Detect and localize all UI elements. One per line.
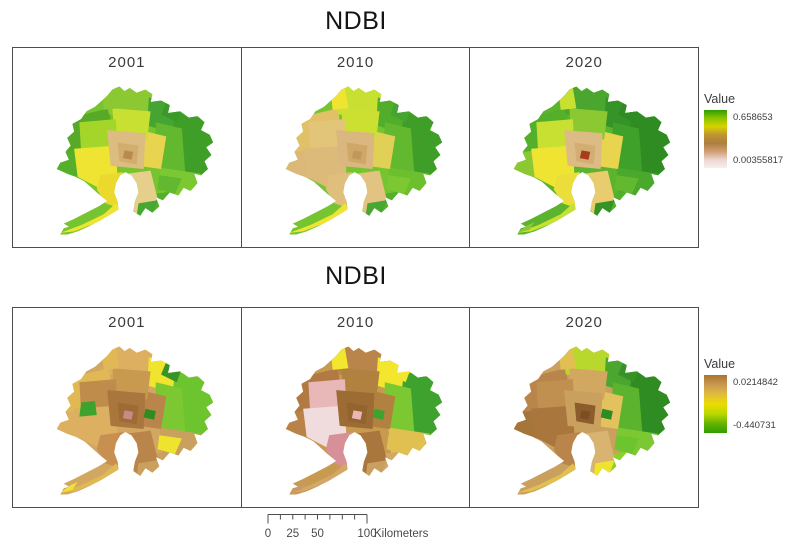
map-region — [325, 172, 352, 208]
year-label: 2020 — [565, 314, 603, 331]
scalebar-tick-label: 0 — [264, 528, 272, 540]
year-label: 2010 — [336, 54, 375, 71]
map-region — [79, 119, 118, 152]
map-panel: 2010 — [242, 308, 471, 507]
map-region — [536, 379, 575, 412]
map-region — [307, 379, 347, 412]
choropleth-map — [56, 86, 214, 235]
scalebar-labels: Kilometers 0 25 50 100 — [260, 528, 480, 544]
map-region — [96, 432, 123, 468]
map-region — [351, 150, 362, 160]
map-region — [367, 389, 395, 429]
year-label: 2001 — [108, 54, 146, 71]
map-region — [138, 129, 167, 169]
choropleth-map — [514, 346, 671, 495]
legend-body: 0.0214842 -0.440731 — [704, 375, 794, 433]
map-region — [157, 435, 182, 454]
year-label: 2010 — [336, 314, 375, 331]
map-row-top: 2001 2010 2020 — [12, 47, 699, 248]
map-region — [580, 410, 591, 420]
choropleth-map — [514, 86, 671, 235]
map-region — [122, 150, 134, 160]
map-region — [138, 389, 167, 429]
scalebar-tick-label: 25 — [286, 528, 300, 540]
map-region — [96, 172, 123, 208]
legend-max-value: 0.0214842 — [733, 377, 778, 388]
legend-min-value: 0.00355817 — [733, 155, 784, 166]
map-region — [554, 172, 581, 208]
legend: Value 0.658653 0.00355817 — [704, 92, 794, 168]
map-panel: 2001 — [13, 308, 242, 507]
choropleth-map — [285, 346, 442, 495]
legend-max-value: 0.658653 — [733, 112, 773, 123]
map-panel: 2010 — [242, 48, 471, 247]
map-region — [614, 175, 640, 194]
map-region — [288, 203, 350, 233]
map-region — [122, 410, 134, 420]
map-region — [288, 463, 350, 493]
legend-title: Value — [704, 92, 736, 106]
scalebar-unit: Kilometers — [374, 528, 429, 540]
legend-gradient — [704, 375, 727, 433]
map-region — [614, 435, 640, 454]
map-region — [517, 463, 579, 493]
map-row-bottom: 2001 2010 2020 — [12, 307, 699, 508]
map-region — [288, 481, 307, 493]
scalebar-ticks — [267, 514, 368, 524]
map-panel: 2020 — [470, 308, 698, 507]
map-region — [372, 408, 385, 420]
map-region — [600, 408, 614, 420]
map-region — [60, 203, 122, 233]
map-region — [367, 129, 395, 169]
legend-body: 0.658653 0.00355817 — [704, 110, 794, 168]
legend-min-value: -0.440731 — [733, 420, 776, 431]
map-region — [157, 175, 182, 194]
map-region — [351, 410, 362, 420]
legend: Value 0.0214842 -0.440731 — [704, 357, 794, 433]
figure-title: NDBI — [325, 7, 387, 35]
map-region — [554, 432, 581, 468]
map-region — [79, 400, 97, 417]
map-region — [517, 221, 535, 233]
year-label: 2020 — [565, 54, 603, 71]
map-region — [517, 203, 579, 233]
choropleth-map — [285, 86, 442, 235]
map-region — [307, 119, 347, 152]
map-region — [386, 435, 411, 454]
figure-title: NDBI — [325, 262, 387, 290]
map-region — [60, 481, 78, 493]
map-panel: 2001 — [13, 48, 242, 247]
map-region — [595, 389, 624, 429]
map-region — [143, 408, 156, 420]
scalebar-tick-label: 100 — [357, 528, 377, 540]
map-region — [325, 432, 352, 468]
choropleth-map — [56, 346, 214, 495]
year-label: 2001 — [108, 314, 146, 331]
map-region — [595, 129, 624, 169]
map-region — [386, 175, 411, 194]
legend-title: Value — [704, 357, 736, 371]
map-region — [580, 150, 591, 160]
scalebar: Kilometers 0 25 50 100 — [260, 511, 480, 553]
scalebar-tick-label: 50 — [311, 528, 324, 540]
legend-gradient — [704, 110, 727, 168]
map-panel: 2020 — [470, 48, 698, 247]
map-region — [60, 463, 122, 493]
map-region — [536, 119, 575, 152]
